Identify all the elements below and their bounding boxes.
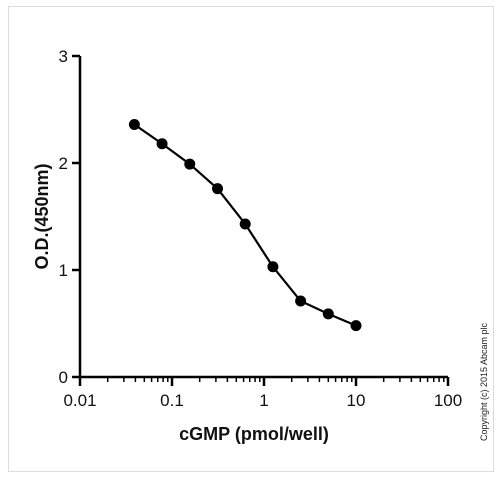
data-point — [350, 320, 362, 332]
x-tick-label: 100 — [434, 391, 462, 410]
data-point — [322, 308, 334, 320]
data-point — [239, 218, 251, 230]
series — [128, 118, 362, 332]
y-tick-label: 0 — [59, 368, 68, 387]
chart-frame — [8, 6, 494, 472]
ticks: 0 1 2 3 0.01 0.1 1 10 100 — [59, 47, 463, 410]
data-point — [156, 138, 168, 150]
x-tick-label: 10 — [347, 391, 366, 410]
x-tick-label: 1 — [259, 391, 268, 410]
data-point — [212, 183, 224, 195]
data-point — [184, 158, 196, 170]
copyright-text: Copyright (c) 2015 Abcam plc — [479, 322, 489, 441]
y-tick-label: 3 — [59, 47, 68, 66]
axes — [78, 56, 448, 379]
data-point — [267, 261, 279, 273]
x-axis-title: cGMP (pmol/well) — [179, 424, 329, 444]
x-tick-label: 0.01 — [63, 391, 96, 410]
y-axis-title: O.D.(450nm) — [32, 163, 52, 269]
x-tick-label: 0.1 — [160, 391, 184, 410]
data-point — [295, 295, 307, 307]
y-tick-label: 1 — [59, 261, 68, 280]
y-tick-label: 2 — [59, 154, 68, 173]
data-point — [128, 118, 140, 130]
